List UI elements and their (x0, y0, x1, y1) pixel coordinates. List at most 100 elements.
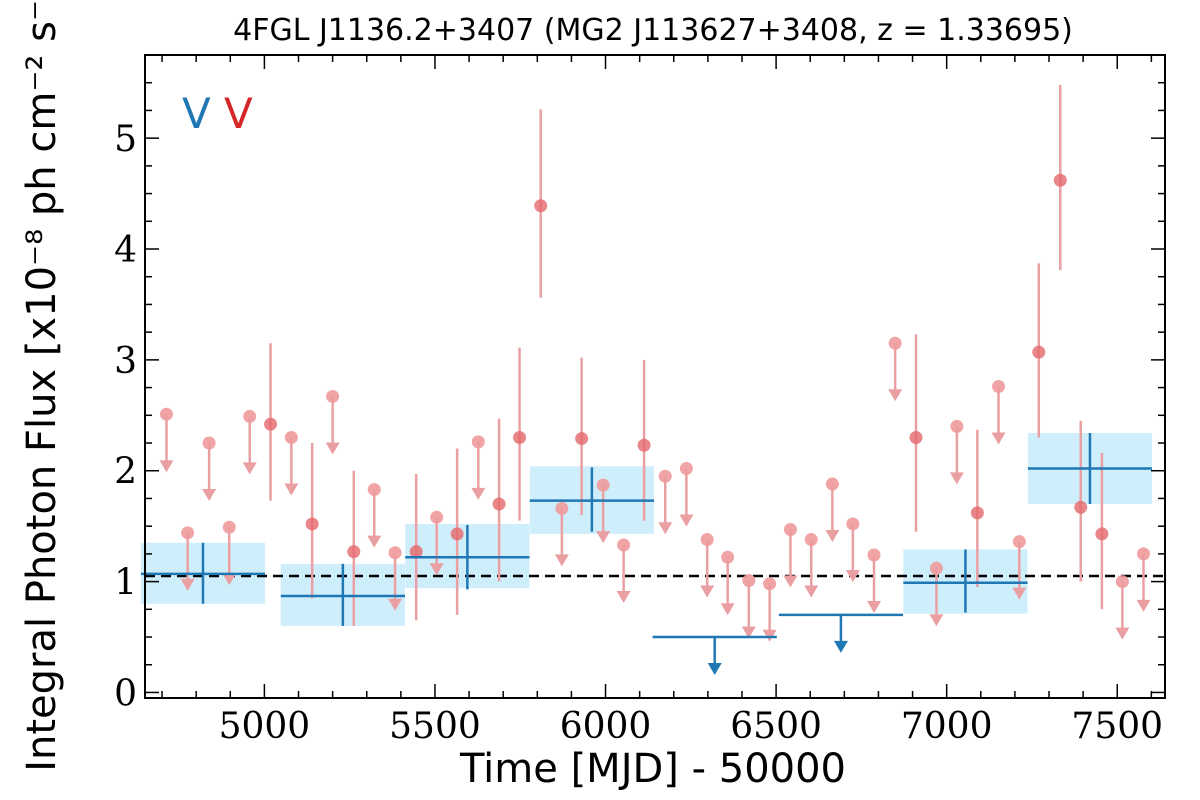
red-upper-limit-point (222, 520, 236, 534)
red-upper-limit-point (555, 501, 569, 515)
y-tick-label: 4 (114, 230, 137, 271)
x-tick-label: 6000 (560, 706, 652, 747)
red-upper-limit-point (742, 573, 756, 587)
chart-title: 4FGL J1136.2+3407 (MG2 J113627+3408, z =… (233, 13, 1073, 48)
red-upper-limit-arrow (741, 626, 756, 639)
y-axis-label: Integral Photon Flux [x10⁻⁸ ph cm⁻² s⁻¹] (19, 0, 65, 772)
red-upper-limit-arrow (180, 578, 195, 591)
red-upper-limit-point (367, 483, 381, 497)
red-upper-limit-point (243, 409, 257, 423)
red-data-point (513, 430, 527, 444)
red-upper-limit-arrow (429, 563, 444, 576)
y-tick-label: 1 (114, 563, 137, 604)
red-upper-limit-arrow (804, 585, 819, 598)
red-upper-limit-point (679, 462, 693, 476)
red-upper-limit-point (992, 379, 1006, 393)
red-upper-limit-arrow (1136, 599, 1151, 612)
red-data-point (450, 527, 464, 541)
red-upper-limit-arrow (388, 598, 403, 611)
red-upper-limit-arrow (991, 432, 1006, 445)
red-data-point (492, 497, 506, 511)
red-data-point (1095, 527, 1109, 541)
red-upper-limit-arrow (949, 472, 964, 485)
red-upper-limit-point (471, 435, 485, 449)
red-upper-limit-point (950, 419, 964, 433)
red-data-point (1074, 500, 1088, 514)
blue-upper-limit-arrow (707, 663, 722, 676)
red-upper-limit-point (700, 532, 714, 546)
plot-area: 5000 5500 6000 6500 7000 7500 0 1 2 3 4 5 (114, 54, 1166, 747)
y-tick-label: 2 (114, 452, 137, 493)
red-data-point (534, 199, 548, 213)
red-upper-limit-arrow (159, 460, 174, 473)
red-upper-limit-point (1012, 535, 1026, 549)
red-upper-limit-point (617, 538, 631, 552)
red-upper-limit-point (867, 548, 881, 562)
red-upper-limit-point (159, 407, 173, 421)
red-upper-limit-point (658, 469, 672, 483)
red-upper-limit-arrow (867, 600, 882, 613)
plot-frame (144, 54, 1166, 699)
red-upper-limit-point (202, 436, 216, 450)
red-upper-limit-arrow (367, 535, 382, 548)
red-data-point (575, 432, 589, 446)
red-upper-limit-arrow (825, 530, 840, 543)
red-upper-limit-point (825, 477, 839, 491)
y-tick-label: 3 (114, 341, 137, 382)
x-tick-label: 5000 (219, 706, 311, 747)
red-upper-limit-point (326, 389, 340, 403)
red-data-point (970, 506, 984, 520)
red-data-point (637, 438, 651, 452)
red-upper-limit-point (284, 430, 298, 444)
red-upper-limit-arrow (471, 487, 486, 500)
red-upper-limit-arrow (783, 575, 798, 588)
red-upper-limit-arrow (554, 554, 569, 567)
red-upper-limit-point (181, 526, 195, 540)
red-upper-limit-arrow (929, 614, 944, 627)
red-upper-limit-arrow (242, 462, 257, 475)
y-tick-label: 5 (114, 119, 137, 160)
red-upper-limit-arrow (1115, 627, 1130, 640)
x-tick-label: 7500 (1071, 706, 1163, 747)
red-upper-limit-arrow (325, 442, 340, 455)
red-data-point (305, 517, 319, 531)
red-upper-limit-arrow (202, 489, 217, 502)
red-upper-limit-arrow (888, 389, 903, 402)
red-upper-limit-point (846, 517, 860, 531)
red-data-point (1032, 345, 1046, 359)
x-tick-label: 5500 (389, 706, 481, 747)
red-upper-limit-point (388, 546, 402, 560)
red-upper-limit-point (804, 532, 818, 546)
red-upper-limit-point (596, 478, 610, 492)
red-data-point (909, 430, 923, 444)
red-upper-limit-point (888, 336, 902, 350)
red-upper-limit-point (430, 510, 444, 524)
legend-entry-blue: V (182, 89, 211, 138)
x-tick-label: 6500 (730, 706, 822, 747)
blue-upper-limit-arrow (833, 640, 848, 653)
red-upper-limit-arrow (284, 483, 299, 496)
red-upper-limit-arrow (700, 585, 715, 598)
red-upper-limit-point (929, 561, 943, 575)
red-upper-limit-arrow (222, 573, 237, 586)
y-tick-label: 0 (114, 673, 137, 714)
red-data-point (1053, 173, 1067, 187)
red-upper-limit-arrow (658, 522, 673, 535)
x-tick-label: 7000 (901, 706, 993, 747)
red-data-point (264, 417, 278, 431)
red-upper-limit-point (1115, 575, 1129, 589)
red-upper-limit-arrow (596, 531, 611, 544)
x-axis-label: Time [MJD] - 50000 (459, 746, 846, 792)
red-data-point (409, 545, 423, 559)
red-data-point (347, 545, 361, 559)
red-upper-limit-arrow (845, 569, 860, 582)
red-upper-limit-point (783, 522, 797, 536)
red-upper-limit-point (763, 577, 777, 591)
red-upper-limit-arrow (616, 591, 631, 604)
red-upper-limit-arrow (679, 514, 694, 527)
red-upper-limit-arrow (720, 603, 735, 616)
legend-entry-red: V (224, 89, 253, 138)
red-upper-limit-arrow (1012, 587, 1027, 600)
red-upper-limit-point (1137, 547, 1151, 561)
